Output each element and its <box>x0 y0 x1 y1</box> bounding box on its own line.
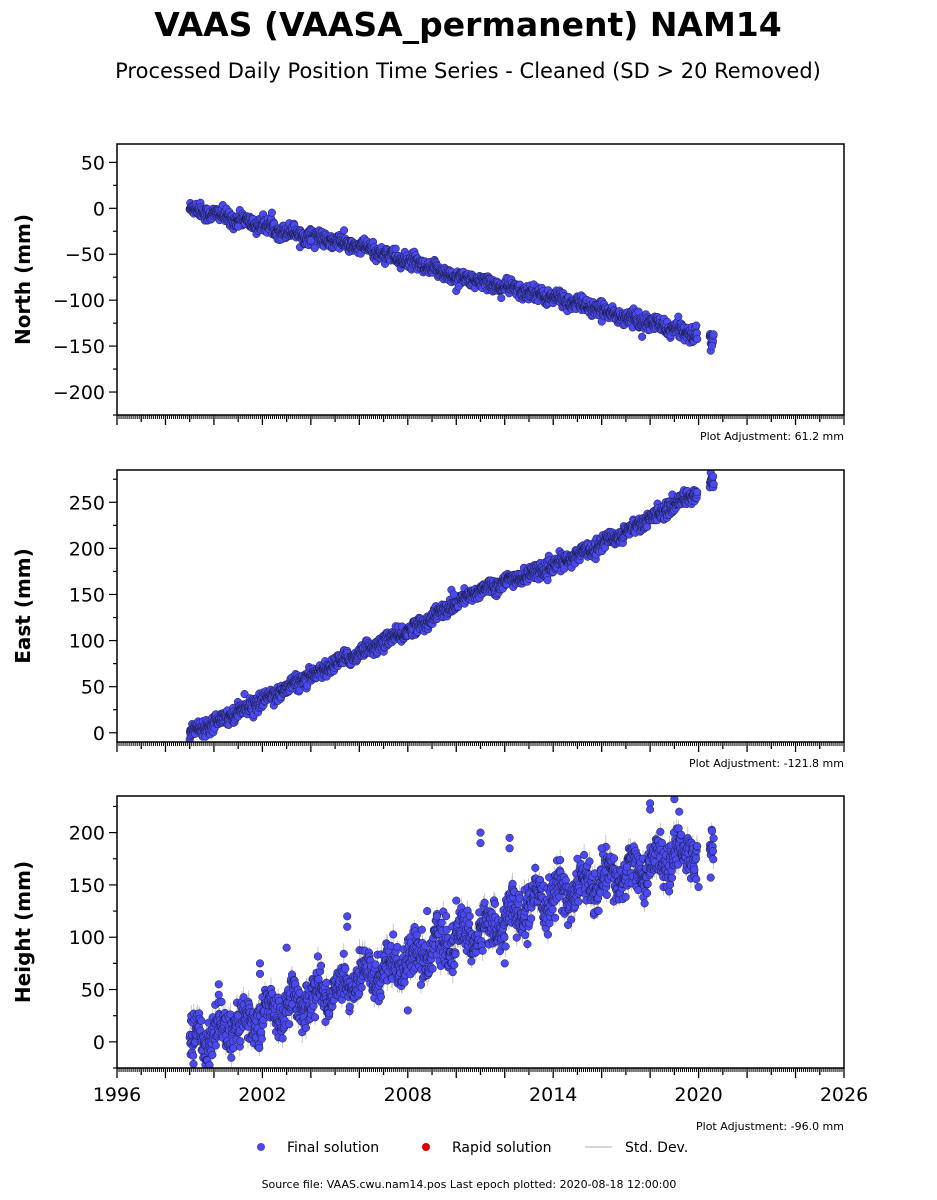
data-point <box>267 208 276 217</box>
data-point <box>306 236 315 245</box>
data-point <box>454 282 463 291</box>
data-point <box>638 332 647 341</box>
y-tick-label: 50 <box>81 152 105 174</box>
y-axis-ticks <box>109 161 117 416</box>
data-point <box>709 330 718 339</box>
data-series <box>185 198 718 355</box>
data-point <box>497 293 506 303</box>
y-tick-label: −150 <box>53 336 105 358</box>
y-axis-label: North (mm) <box>11 214 35 345</box>
data-point <box>340 226 349 235</box>
x-axis-ticks <box>116 415 845 425</box>
data-point <box>234 222 243 231</box>
panel-north: 50 0 −50 −100 −150 −200 North (mm) Plot Adjustm… <box>11 143 845 443</box>
y-tick-label: −100 <box>53 290 105 312</box>
chart-title: VAAS (VAASA_permanent) NAM14 <box>154 5 781 44</box>
data-series <box>185 470 718 742</box>
y-tick-label: 0 <box>93 198 105 220</box>
data-point <box>692 321 701 330</box>
y-tick-label: −50 <box>65 244 105 266</box>
plot-adjustment: Plot Adjustment: 61.2 mm <box>700 430 844 443</box>
final-solution-points <box>185 198 718 355</box>
chart-subtitle: Processed Daily Position Time Series - C… <box>115 59 821 83</box>
data-point <box>674 312 683 321</box>
data-point <box>391 244 400 253</box>
data-point <box>707 342 716 351</box>
y-tick-label: −200 <box>53 382 105 404</box>
data-point <box>693 335 702 344</box>
